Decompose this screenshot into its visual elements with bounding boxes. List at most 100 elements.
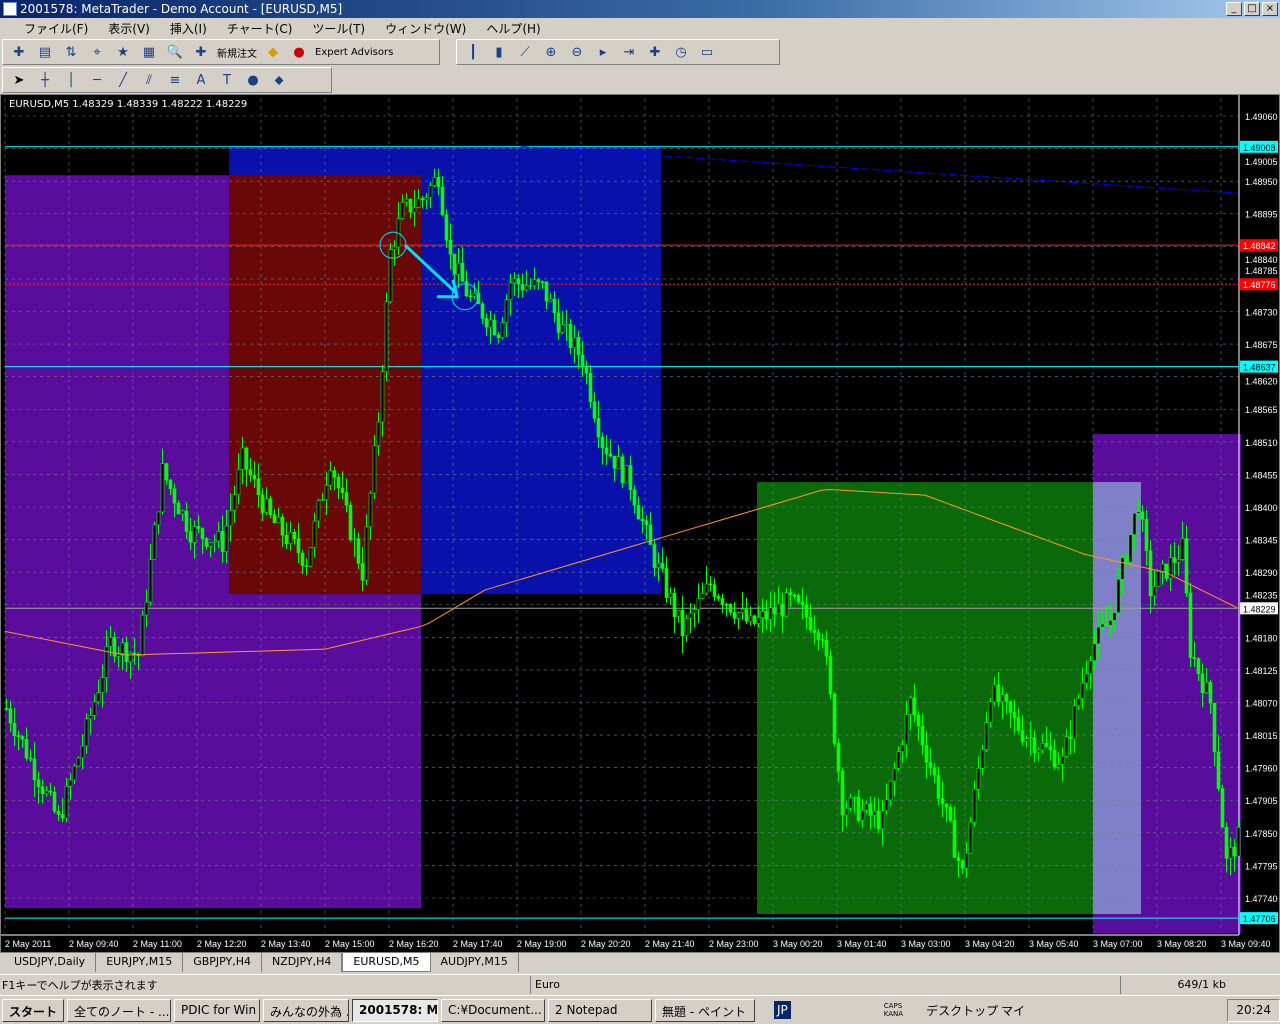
candle-body [436, 177, 441, 188]
chart-canvas[interactable]: 1.490601.490051.489501.488951.488401.487… [1, 95, 1280, 954]
profiles-icon[interactable]: ▤ [38, 44, 52, 60]
strategy-tester-icon[interactable]: 🔍 [166, 44, 184, 60]
task-notes[interactable]: 全てのノート - ... [67, 998, 172, 1022]
fibonacci-icon[interactable]: ≡ [169, 72, 181, 88]
data-window-icon[interactable]: ⌖ [93, 44, 101, 60]
tab-usdjpy-daily[interactable]: USDJPY,Daily [4, 953, 97, 972]
candle-body [1168, 557, 1173, 579]
new-order-icon[interactable]: ✚ [195, 44, 207, 60]
maximize-button[interactable]: □ [1244, 2, 1260, 16]
menu-view[interactable]: 表示(V) [108, 21, 150, 36]
candlestick-icon[interactable]: ▮ [495, 44, 503, 60]
candle-body [1208, 681, 1213, 704]
menu-help[interactable]: ヘルプ(H) [486, 21, 541, 36]
close-button[interactable]: × [1262, 2, 1278, 16]
candle-body [156, 511, 161, 526]
warning-icon[interactable]: ◆ [268, 44, 278, 60]
line-chart-icon[interactable]: ⟋ [520, 44, 530, 60]
menu-tools[interactable]: ツール(T) [312, 21, 366, 36]
terminal-icon[interactable]: ▦ [142, 44, 156, 60]
candle-body [916, 714, 921, 727]
periods-icon[interactable]: ◷ [675, 44, 687, 60]
vertical-line-icon[interactable]: │ [67, 72, 75, 88]
tab-eurjpy-m15[interactable]: EURJPY,M15 [96, 953, 184, 972]
zoom-out-icon[interactable]: ⊖ [571, 44, 583, 60]
menu-file[interactable]: ファイル(F) [24, 21, 89, 36]
candle-body [72, 765, 77, 781]
shapes-icon[interactable]: ● [247, 72, 259, 88]
candle-body [728, 604, 733, 613]
candle-body [712, 584, 717, 597]
tab-gbpjpy-h4[interactable]: GBPJPY,H4 [183, 953, 263, 972]
task-metatrader[interactable]: 2001578: M... [352, 998, 439, 1022]
auto-scroll-icon[interactable]: ▸ [599, 44, 607, 60]
candle-body [1156, 570, 1161, 587]
candle-body [96, 692, 101, 703]
desktop-toolbar[interactable]: デスクトップ [926, 1003, 999, 1018]
cursor-icon[interactable]: ➤ [13, 72, 25, 88]
task-firefox[interactable]: みんなの外為 ... [263, 998, 350, 1022]
my-documents-toolbar[interactable]: マイ [1001, 1003, 1026, 1018]
candle-body [348, 505, 353, 541]
market-watch-icon[interactable]: ⇅ [65, 44, 77, 60]
candle-body [1104, 623, 1109, 626]
task-paint[interactable]: 無題 - ペイント [655, 998, 756, 1022]
task-notepad[interactable]: 2 Notepad [548, 998, 653, 1022]
navigator-icon[interactable]: ★ [117, 44, 129, 60]
candle-body [232, 494, 237, 511]
candle-body [200, 528, 205, 539]
candle-body [764, 611, 769, 620]
expert-advisors-button[interactable]: Expert Advisors [315, 46, 394, 58]
menu-chart[interactable]: チャート(C) [226, 21, 293, 36]
text-label-icon[interactable]: T [223, 72, 231, 88]
horizontal-line-icon[interactable]: ─ [93, 72, 101, 88]
bar-chart-icon[interactable]: ┃ [469, 44, 477, 60]
minimize-button[interactable]: _ [1226, 2, 1242, 16]
candle-body [860, 809, 865, 821]
price-label-box [1240, 912, 1278, 925]
zoom-in-icon[interactable]: ⊕ [545, 44, 557, 60]
price-tick-label: 1.47850 [1245, 829, 1278, 839]
arrows-icon[interactable]: ⬥ [274, 72, 284, 88]
candle-body [288, 531, 293, 544]
indicators-icon[interactable]: ✚ [649, 44, 661, 60]
tab-audjpy-m15[interactable]: AUDJPY,M15 [431, 953, 519, 972]
task-explorer[interactable]: C:¥Document... [441, 998, 546, 1022]
crosshair-icon[interactable]: ┼ [41, 72, 49, 88]
tab-nzdjpy-h4[interactable]: NZDJPY,H4 [262, 953, 343, 972]
price-tick-label: 1.48730 [1245, 307, 1278, 317]
start-button[interactable]: スタート [2, 998, 65, 1022]
candle-body [784, 592, 789, 617]
candle-body [8, 708, 13, 724]
ime-indicator[interactable]: JP [774, 1001, 791, 1019]
text-icon[interactable]: A [196, 72, 206, 88]
expert-advisors-icon[interactable]: ● [293, 44, 305, 60]
task-pdic[interactable]: PDIC for Win ... [174, 998, 261, 1022]
candle-body [16, 735, 21, 738]
candle-body [264, 498, 269, 513]
new-chart-icon[interactable]: ✚ [13, 44, 25, 60]
new-order-button[interactable]: 新規注文 [217, 48, 257, 60]
menu-insert[interactable]: 挿入(I) [169, 21, 207, 36]
templates-icon[interactable]: ▭ [700, 44, 714, 60]
candle-body [984, 722, 989, 750]
candle-body [1004, 694, 1009, 702]
candle-body [364, 526, 369, 581]
tab-eurusd-m5[interactable]: EURUSD,M5 [342, 953, 431, 972]
price-chart[interactable]: EURUSD,M5 1.48329 1.48339 1.48222 1.4822… [0, 94, 1280, 953]
candle-body [928, 762, 933, 769]
time-tick-label: 3 May 05:40 [1029, 939, 1079, 949]
candle-body [792, 594, 797, 597]
chart-shift-icon[interactable]: ⇥ [623, 44, 635, 60]
price-tick-label: 1.48455 [1245, 470, 1278, 480]
candle-body [832, 693, 837, 744]
trendline-icon[interactable]: ╱ [119, 72, 127, 88]
price-tick-label: 1.49060 [1245, 112, 1278, 122]
candle-body [976, 768, 981, 790]
candle-body [788, 592, 793, 596]
candle-body [968, 821, 973, 854]
price-tick-label: 1.48785 [1245, 266, 1278, 276]
candle-body [1148, 550, 1153, 597]
menu-window[interactable]: ウィンドウ(W) [385, 21, 467, 36]
equidistant-channel-icon[interactable]: ⫽ [146, 72, 152, 88]
